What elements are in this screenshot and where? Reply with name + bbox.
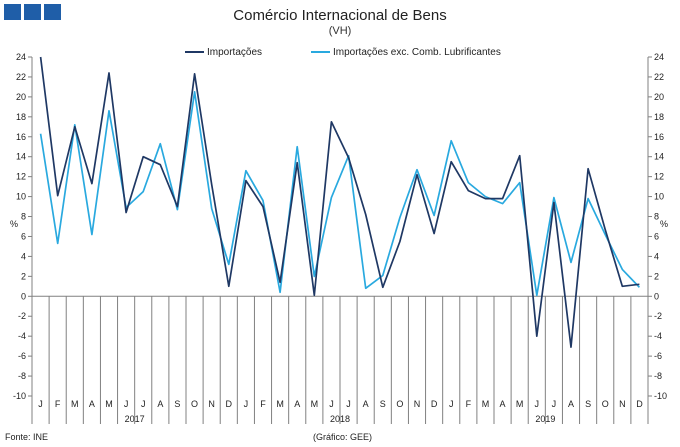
- x-tick-label: O: [191, 399, 198, 409]
- legend-label-importacoes-exc-comb: Importações exc. Comb. Lubrificantes: [333, 47, 501, 58]
- y-tick-label-right: 22: [654, 72, 664, 82]
- x-tick-label: D: [431, 399, 438, 409]
- credit-note: (Gráfico: GEE): [313, 432, 372, 442]
- series-line-importacoes-exc-comb: [39, 91, 641, 297]
- legend-label-importacoes: Importações: [207, 47, 262, 58]
- y-tick-label-left: 14: [16, 152, 26, 162]
- y-tick-label-left: 12: [16, 172, 26, 182]
- y-tick-label-right: -6: [654, 351, 662, 361]
- x-tick-label: O: [602, 399, 609, 409]
- y-tick-label-left: 2: [21, 271, 26, 281]
- x-tick-label: J: [535, 399, 540, 409]
- x-tick-label: A: [568, 399, 574, 409]
- y-tick-label-left: 20: [16, 92, 26, 102]
- x-tick-label: S: [174, 399, 180, 409]
- series-layer: [39, 56, 641, 348]
- y-tick-label-left: 10: [16, 192, 26, 202]
- y-tick-label-right: 16: [654, 132, 664, 142]
- x-tick-label: O: [396, 399, 403, 409]
- y-tick-label-left: -10: [13, 391, 26, 401]
- x-tick-label: M: [311, 399, 319, 409]
- y-tick-label-right: 4: [654, 251, 659, 261]
- x-tick-label: A: [500, 399, 506, 409]
- source-note: Fonte: INE: [5, 432, 48, 442]
- x-year-label: 2018: [330, 414, 350, 424]
- x-tick-label: M: [71, 399, 79, 409]
- x-tick-label: J: [141, 399, 146, 409]
- y-tick-label-left: 4: [21, 251, 26, 261]
- y-tick-label-right: 12: [654, 172, 664, 182]
- y-tick-label-right: 2: [654, 271, 659, 281]
- logo-block-3: [44, 4, 61, 20]
- x-tick-label: S: [585, 399, 591, 409]
- y-tick-label-right: -4: [654, 331, 662, 341]
- y-tick-label-left: 8: [21, 212, 26, 222]
- y-tick-label-left: -2: [18, 311, 26, 321]
- x-tick-label: J: [552, 399, 557, 409]
- x-tick-label: J: [329, 399, 334, 409]
- y-tick-label-right: 10: [654, 192, 664, 202]
- y-tick-label-right: -2: [654, 311, 662, 321]
- x-year-label: 2019: [535, 414, 555, 424]
- y-tick-label-left: 16: [16, 132, 26, 142]
- y-tick-label-left: 0: [21, 291, 26, 301]
- y-tick-label-right: 18: [654, 112, 664, 122]
- legend: Importações Importações exc. Comb. Lubri…: [185, 47, 501, 58]
- x-tick-label: A: [89, 399, 95, 409]
- y-tick-label-left: 18: [16, 112, 26, 122]
- x-tick-label: M: [105, 399, 113, 409]
- gee-logo: [4, 4, 61, 20]
- y-tick-label-left: 24: [16, 52, 26, 62]
- y-tick-label-right: 0: [654, 291, 659, 301]
- y-tick-label-left: -8: [18, 371, 26, 381]
- x-tick-label: N: [414, 399, 421, 409]
- chart-title: Comércio Internacional de Bens: [233, 7, 447, 24]
- x-tick-label: M: [276, 399, 284, 409]
- x-tick-label: D: [226, 399, 233, 409]
- y-axis-label-right: %: [660, 219, 668, 229]
- x-tick-label: J: [449, 399, 454, 409]
- y-tick-label-right: 8: [654, 212, 659, 222]
- x-tick-label: N: [208, 399, 215, 409]
- y-tick-label-right: -8: [654, 371, 662, 381]
- y-axis-label-left: %: [10, 219, 18, 229]
- x-tick-label: J: [346, 399, 351, 409]
- x-axis: J F M A M J J A S O N D J F M A M J J A S O N D J F M A M J J A S O N D2017…: [31, 296, 649, 424]
- chart-subtitle: (VH): [328, 25, 352, 37]
- y-tick-label-left: -6: [18, 351, 26, 361]
- x-tick-label: J: [244, 399, 249, 409]
- y-tick-label-right: -10: [654, 391, 667, 401]
- x-tick-label: M: [516, 399, 524, 409]
- y-tick-label-left: -4: [18, 331, 26, 341]
- x-tick-label: F: [260, 399, 266, 409]
- x-tick-label: M: [482, 399, 490, 409]
- x-tick-label: F: [55, 399, 61, 409]
- y-tick-label-right: 24: [654, 52, 664, 62]
- x-year-label: 2017: [125, 414, 145, 424]
- series-line-importacoes: [39, 56, 640, 348]
- x-tick-label: J: [124, 399, 129, 409]
- x-tick-label: A: [157, 399, 163, 409]
- x-tick-label: S: [380, 399, 386, 409]
- y-tick-label-right: 6: [654, 231, 659, 241]
- x-tick-label: N: [619, 399, 626, 409]
- logo-block-2: [24, 4, 41, 20]
- x-tick-label: A: [363, 399, 369, 409]
- x-tick-label: F: [466, 399, 472, 409]
- y-tick-label-right: 14: [654, 152, 664, 162]
- y-tick-label-right: 20: [654, 92, 664, 102]
- y-tick-label-left: 6: [21, 231, 26, 241]
- x-tick-label: J: [38, 399, 43, 409]
- y-tick-label-left: 22: [16, 72, 26, 82]
- x-tick-label: A: [294, 399, 300, 409]
- logo-block-1: [4, 4, 21, 20]
- x-tick-label: D: [636, 399, 643, 409]
